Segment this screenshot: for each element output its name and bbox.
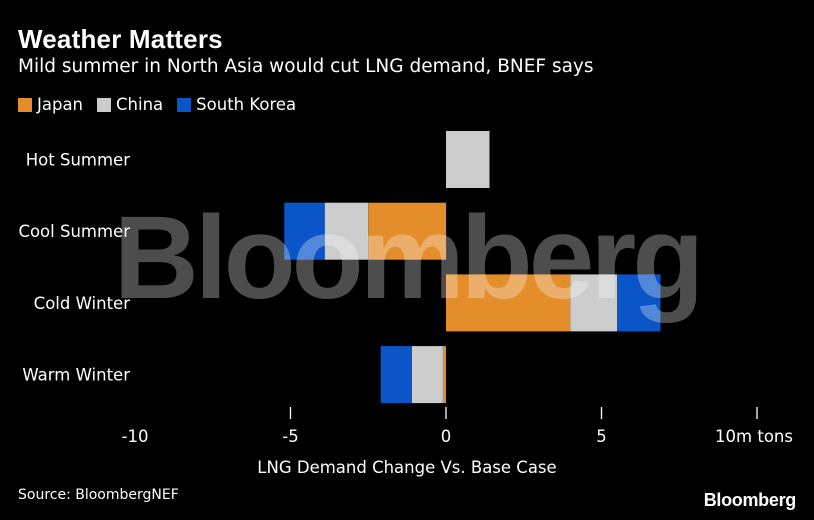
x-axis-title: LNG Demand Change Vs. Base Case (257, 458, 556, 477)
chart-title: Weather Matters (18, 24, 223, 54)
chart-subtitle: Mild summer in North Asia would cut LNG … (18, 56, 594, 77)
bar-cool-summer-japan (368, 202, 447, 260)
bar-warm-winter-south-korea (380, 346, 412, 404)
source-note: Source: BloombergNEF (18, 487, 179, 503)
legend-label-japan: Japan (37, 95, 84, 114)
category-label-hot-summer: Hot Summer (26, 151, 130, 170)
x-tick-label-1: -5 (282, 427, 298, 446)
bars-group (284, 131, 661, 404)
category-label-cool-summer: Cool Summer (18, 222, 130, 241)
x-tick-label-4: 10m tons (715, 427, 793, 446)
bar-cold-winter-japan (446, 274, 571, 332)
legend-item-south-korea: South Korea (177, 95, 296, 114)
bar-cool-summer-china (324, 202, 369, 260)
bar-cold-winter-china (570, 274, 617, 332)
chart-legend: Japan China South Korea (18, 95, 310, 114)
category-label-cold-winter: Cold Winter (34, 294, 131, 313)
x-tick-label-0: -10 (122, 427, 149, 446)
legend-swatch-china (97, 97, 112, 112)
bar-warm-winter-china (411, 346, 443, 404)
bar-cold-winter-south-korea (617, 274, 661, 332)
watermark: Bloomberg (114, 192, 701, 324)
bar-warm-winter-japan (442, 346, 446, 404)
legend-item-china: China (97, 95, 163, 114)
legend-item-japan: Japan (18, 95, 83, 114)
legend-swatch-south-korea (177, 97, 192, 112)
legend-swatch-japan (18, 97, 32, 112)
category-label-warm-winter: Warm Winter (22, 366, 130, 385)
legend-label-china: China (116, 95, 164, 114)
bar-cool-summer-south-korea (284, 202, 325, 260)
bar-hot-summer-china (446, 131, 490, 188)
x-tick-label-2: 0 (441, 427, 452, 446)
x-tick-label-3: 5 (596, 427, 607, 446)
brand-logo: Bloomberg (703, 490, 797, 510)
legend-label-south-korea: South Korea (196, 95, 297, 114)
